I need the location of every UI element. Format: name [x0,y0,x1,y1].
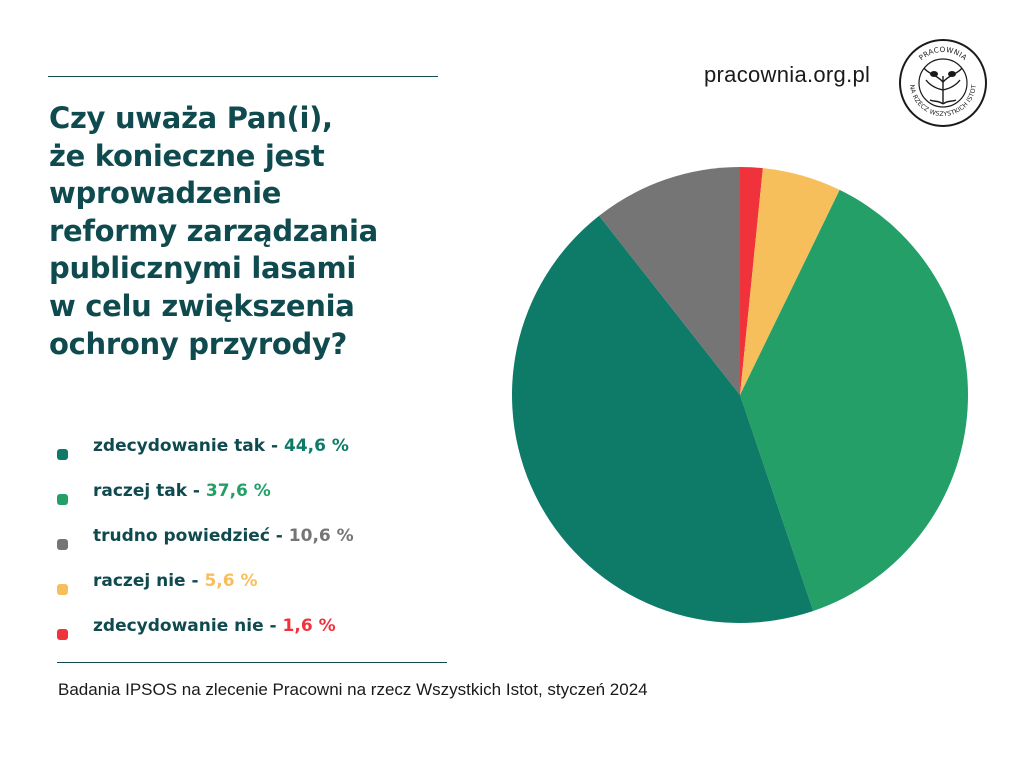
site-url[interactable]: pracownia.org.pl [704,62,871,87]
top-divider [48,76,438,77]
legend-value: 44,6 % [283,436,349,456]
legend-separator: - [187,481,206,501]
pie-slice-zdecydowanie-nie [740,167,763,395]
legend-text: raczej tak - 37,6 % [93,481,271,501]
legend-label: zdecydowanie tak [93,436,266,456]
legend-text: raczej nie - 5,6 % [93,571,258,591]
legend-swatch [57,584,68,595]
legend-text: zdecydowanie nie - 1,6 % [93,616,336,636]
legend-label: raczej tak [93,481,188,501]
pie-slice-zdecydowanie-tak [512,215,814,623]
legend-separator: - [265,436,284,456]
legend-separator: - [263,616,283,636]
legend-label: trudno powiedzieć [93,526,270,546]
legend-value: 37,6 % [205,481,271,501]
legend-value: 5,6 % [204,571,258,591]
question-title: Czy uważa Pan(i), że konieczne jest wpro… [49,101,378,361]
bottom-divider [57,662,447,663]
pracownia-logo: PRACOWNIA NA RZECZ WSZYSTKICH ISTOT [899,39,987,127]
pie-slice-raczej-nie [740,168,840,395]
legend-swatch [57,494,68,505]
pie-slice-raczej-tak [740,189,968,611]
legend-text: zdecydowanie tak - 44,6 % [93,436,349,456]
legend-swatch [57,629,68,640]
pie-chart [512,167,968,623]
legend-separator: - [269,526,289,546]
pie-slice-trudno-powiedzieć [599,167,740,395]
legend-label: zdecydowanie nie [93,616,264,636]
legend-label: raczej nie [93,571,186,591]
legend-separator: - [185,571,205,591]
legend-swatch [57,539,68,550]
legend-value: 10,6 % [288,526,354,546]
legend-value: 1,6 % [282,616,336,636]
source-note: Badania IPSOS na zlecenie Pracowni na rz… [58,680,648,699]
legend-text: trudno powiedzieć - 10,6 % [93,526,354,546]
legend-swatch [57,449,68,460]
